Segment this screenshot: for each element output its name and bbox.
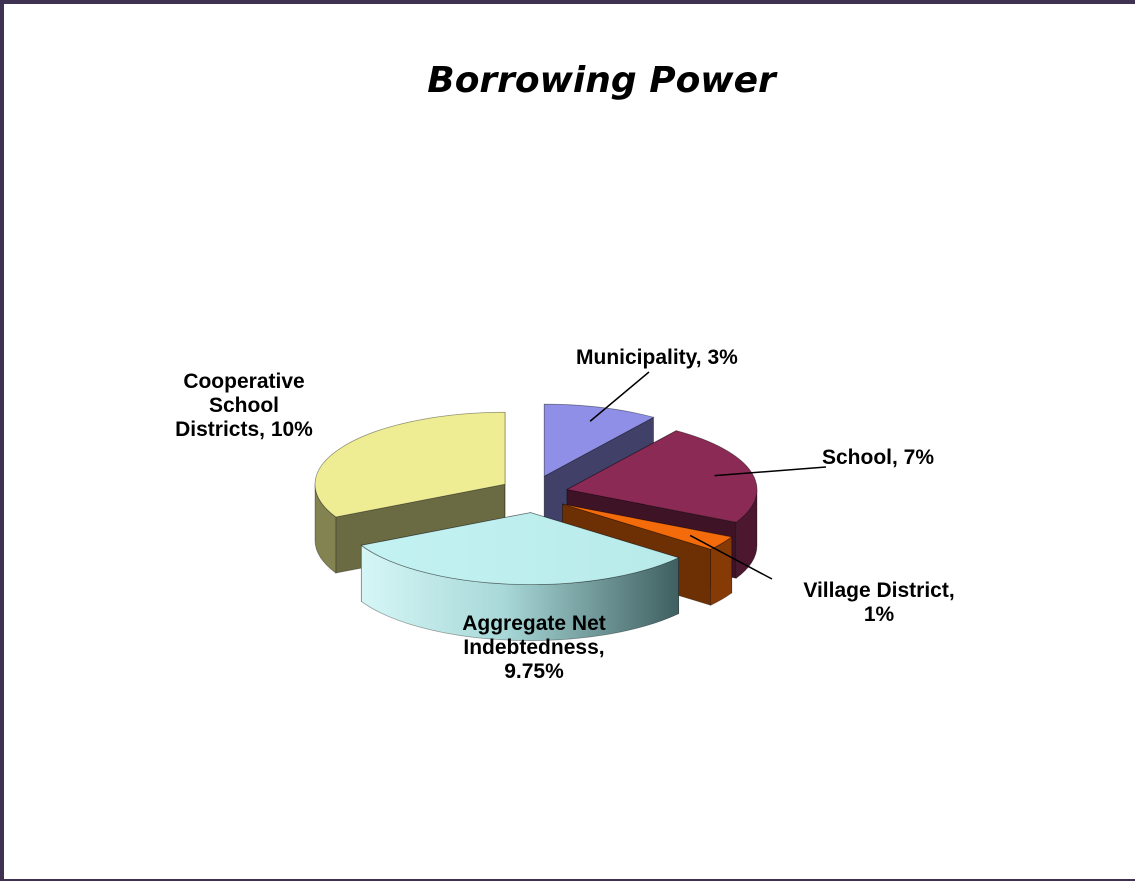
label-cooperative-line2: School	[208, 394, 279, 417]
pie-slice-aggregate-net-indebtedness	[360, 512, 680, 641]
label-aggregate-line1: Aggregate Net	[462, 612, 606, 635]
label-school-text: School, 7%	[822, 446, 935, 469]
pie-slice-aggregate-net-indebtedness-side-0	[360, 544, 680, 641]
label-aggregate-line3: 9.75%	[504, 660, 564, 683]
chart-title: Borrowing Power	[427, 60, 776, 101]
pie-slice-village-district-top	[562, 503, 733, 550]
label-village-line2: 1%	[863, 603, 895, 626]
label-municipality: Municipality, 3%	[576, 346, 738, 370]
pie-slice-municipality-top	[543, 403, 655, 477]
label-cooperative-line1: Cooperative	[183, 370, 305, 393]
label-aggregate: Aggregate Net Indebtedness, 9.75%	[414, 612, 654, 684]
pie-chart	[314, 371, 827, 641]
label-village-line1: Village District,	[803, 579, 955, 602]
leader-line-municipality	[589, 371, 650, 422]
leader-line-village-district	[689, 534, 773, 580]
label-school: School, 7%	[822, 446, 934, 470]
pie-slice-school	[565, 429, 758, 580]
label-village: Village District, 1%	[764, 579, 994, 627]
label-municipality-text: Municipality, 3%	[576, 346, 738, 369]
leader-line-school	[714, 466, 827, 477]
pie-slice-cooperative-school-districts-top	[314, 411, 506, 518]
pie-slice-aggregate-net-indebtedness-top	[360, 512, 680, 585]
label-cooperative: Cooperative School Districts, 10%	[154, 370, 334, 442]
label-aggregate-line2: Indebtedness,	[463, 636, 605, 659]
label-cooperative-line3: Districts, 10%	[175, 418, 313, 441]
